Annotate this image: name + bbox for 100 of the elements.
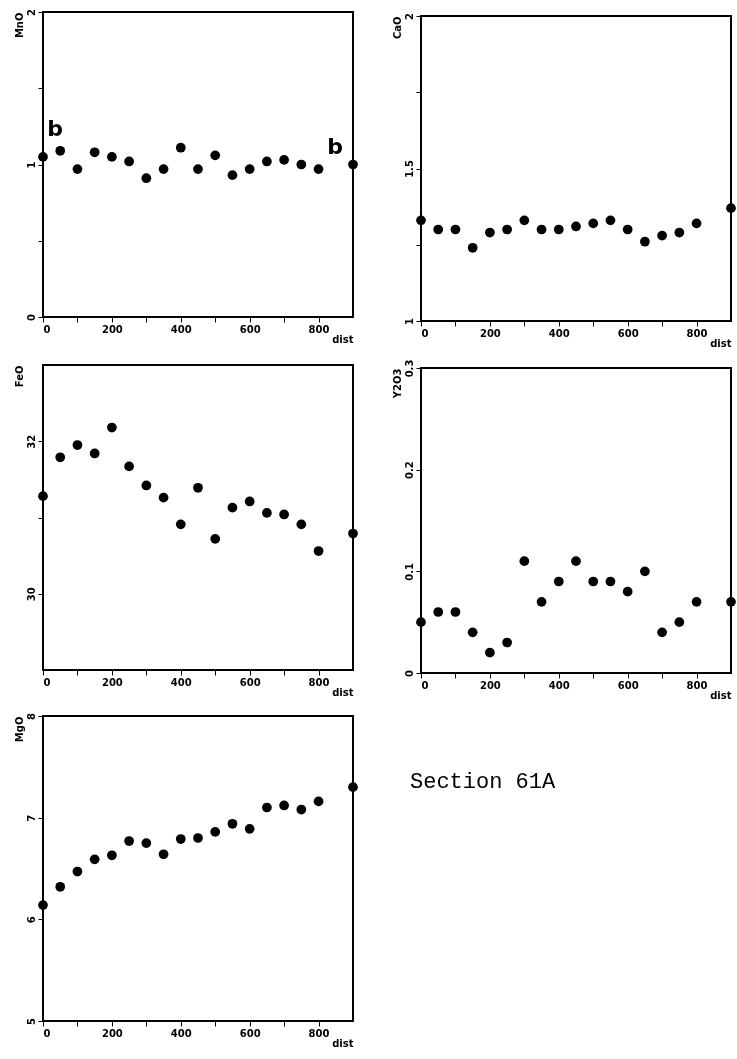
x-tick-label: 0 [43, 676, 51, 688]
point [433, 607, 444, 617]
point [485, 647, 495, 658]
point [502, 637, 512, 648]
x-tick-label: 600 [239, 676, 261, 688]
point [244, 164, 255, 174]
point [193, 164, 203, 174]
point [605, 215, 616, 226]
y-axis-title: MgO [13, 716, 25, 743]
point [124, 836, 134, 846]
point [193, 833, 203, 843]
point [38, 900, 48, 910]
point [193, 482, 203, 493]
x-axis-title: dist [710, 337, 732, 349]
point [416, 617, 426, 628]
point [622, 224, 633, 235]
point [107, 850, 117, 861]
point [72, 440, 83, 450]
point [55, 881, 66, 892]
x-tick-label: 600 [239, 323, 261, 335]
point [536, 596, 547, 607]
point [227, 170, 238, 181]
text: Section 61A [410, 770, 556, 795]
point [72, 866, 83, 877]
point [141, 173, 152, 184]
y-tick-label: 1 [403, 317, 415, 325]
point [279, 155, 289, 165]
y-tick-label: 7 [25, 814, 37, 822]
x-tick-label: 800 [686, 327, 708, 339]
point [262, 802, 272, 813]
point [348, 159, 358, 170]
point [175, 142, 186, 153]
point [348, 782, 358, 793]
annotation: b [47, 115, 63, 141]
y-tick-label: 5 [25, 1017, 37, 1025]
point [55, 452, 66, 463]
point [450, 607, 461, 617]
point [107, 152, 117, 162]
point [450, 224, 461, 235]
x-tick-label: 200 [101, 323, 123, 335]
point [72, 164, 83, 174]
point [210, 533, 221, 544]
x-tick-label: 400 [548, 327, 570, 339]
point [124, 156, 134, 167]
x-tick-label: 0 [43, 1027, 51, 1039]
x-axis-title: dist [332, 333, 354, 345]
point [416, 215, 426, 226]
x-tick-label: 800 [308, 323, 330, 335]
point [674, 617, 685, 628]
y-tick-label: 0.3 [403, 359, 415, 378]
point [107, 422, 117, 433]
point [175, 519, 186, 530]
x-tick-label: 400 [170, 323, 192, 335]
point [296, 519, 307, 530]
x-tick-label: 600 [617, 679, 639, 691]
x-tick-label: 600 [617, 327, 639, 339]
point [502, 224, 512, 235]
point [158, 849, 169, 860]
x-axis-title: dist [332, 686, 354, 698]
x-tick-label: 0 [43, 323, 51, 335]
point [313, 546, 324, 556]
point [158, 164, 169, 174]
point [38, 152, 48, 162]
point [262, 156, 272, 167]
x-tick-label: 800 [308, 676, 330, 688]
point [262, 508, 272, 518]
y-tick-label: 6 [25, 916, 37, 924]
x-tick-label: 400 [170, 676, 192, 688]
point [433, 224, 444, 235]
point [640, 566, 650, 577]
point [553, 224, 564, 235]
y-tick-label: 0.1 [403, 562, 415, 581]
y-tick-label: 32 [25, 434, 37, 449]
y-tick-label: 1 [25, 161, 37, 169]
point [622, 586, 633, 597]
point [519, 215, 530, 226]
point [296, 159, 307, 170]
point [210, 827, 221, 837]
point [467, 242, 478, 253]
x-tick-label: 0 [421, 679, 429, 691]
x-tick-label: 600 [239, 1027, 261, 1039]
x-tick-label: 400 [548, 679, 570, 691]
y-axis-title: FeO [13, 365, 25, 388]
y-tick-label: 2 [403, 12, 415, 20]
point [244, 823, 255, 834]
point [38, 491, 48, 502]
x-tick-label: 400 [170, 1027, 192, 1039]
point [296, 804, 307, 815]
point [726, 596, 736, 607]
point [175, 834, 186, 844]
y-tick-label: 0 [403, 669, 415, 677]
y-tick-label: 30 [25, 587, 37, 602]
point [691, 218, 702, 229]
x-tick-label: 800 [308, 1027, 330, 1039]
y-tick-label: 0.2 [403, 461, 415, 480]
point [657, 230, 667, 241]
point [279, 509, 289, 520]
x-tick-label: 200 [101, 1027, 123, 1039]
x-axis-title: dist [332, 1037, 354, 1049]
point [89, 854, 100, 865]
